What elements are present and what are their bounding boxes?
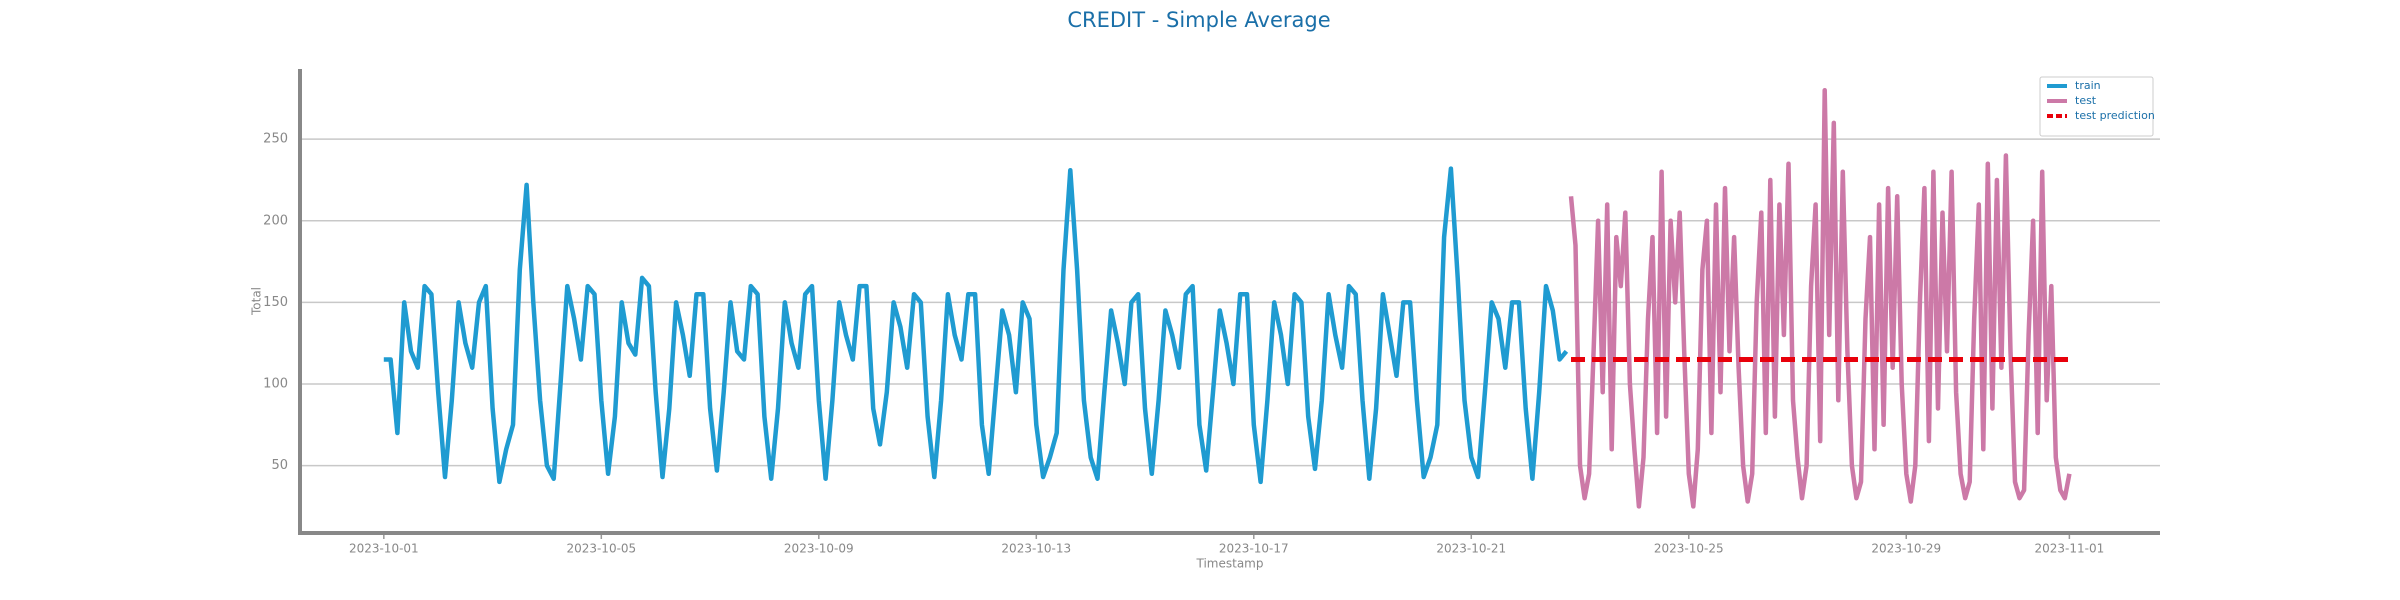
x-tick-label: 2023-10-17	[1219, 542, 1289, 556]
legend: train test test prediction	[2039, 76, 2155, 137]
x-tick-label: 2023-10-21	[1436, 542, 1506, 556]
x-tick-label: 2023-10-25	[1654, 542, 1724, 556]
x-tick-label: 2023-10-05	[566, 542, 636, 556]
y-axis-label: Total	[250, 287, 264, 316]
y-tick-label: 50	[271, 458, 288, 473]
x-tick-label: 2023-10-09	[784, 542, 854, 556]
legend-label: test	[2075, 94, 2097, 107]
x-tick-label: 2023-11-01	[2035, 542, 2105, 556]
legend-label: train	[2075, 79, 2101, 92]
legend-box	[2039, 76, 2154, 137]
x-tick-label: 2023-10-29	[1871, 542, 1941, 556]
y-tick-label: 200	[263, 213, 288, 228]
y-tick-label: 250	[263, 132, 288, 147]
chart-title: CREDIT - Simple Average	[1067, 8, 1330, 32]
x-tick-label: 2023-10-01	[349, 542, 419, 556]
x-tick-label: 2023-10-13	[1001, 542, 1071, 556]
y-tick-label: 100	[263, 376, 288, 391]
legend-label: test prediction	[2075, 109, 2155, 122]
y-tick-label: 150	[263, 295, 288, 310]
x-axis-label: Timestamp	[1196, 557, 1264, 571]
series-line	[383, 166, 1569, 485]
series-line	[1568, 87, 2072, 509]
